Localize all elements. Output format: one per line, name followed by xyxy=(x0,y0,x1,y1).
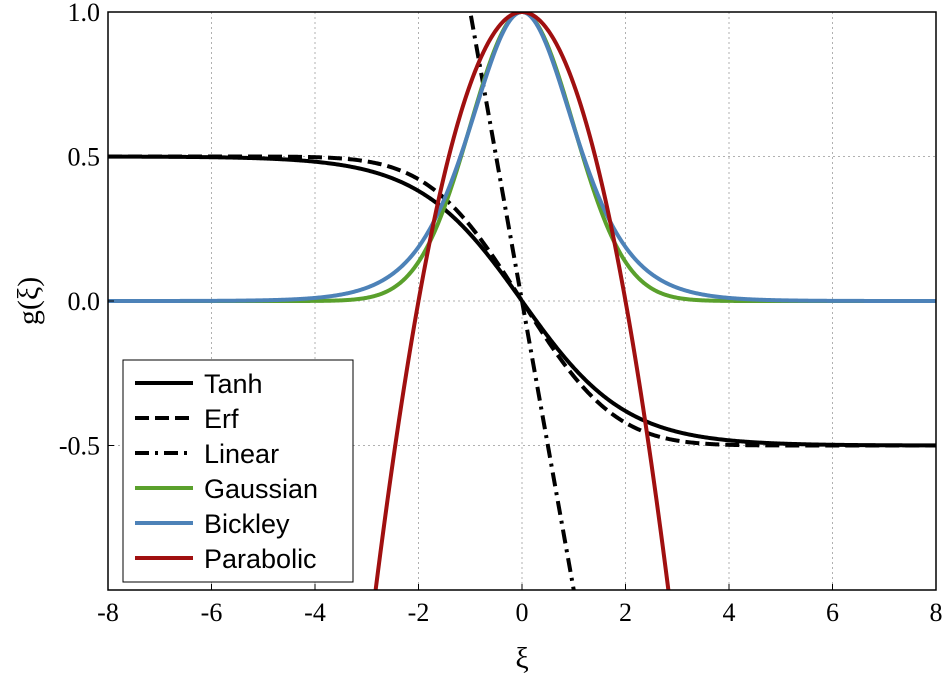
legend-label-erf: Erf xyxy=(204,404,239,434)
legend-label-parabolic: Parabolic xyxy=(204,544,317,574)
legend-label-linear: Linear xyxy=(204,439,279,469)
legend: Tanh Erf Linear Gaussian Bickley Parabolic xyxy=(122,359,354,583)
y-tick-labels: -0.5 0.0 0.5 1.0 xyxy=(59,0,114,461)
y-tick-label: -0.5 xyxy=(59,432,100,461)
x-tick-label: 2 xyxy=(619,598,632,627)
y-tick-label: 1.0 xyxy=(68,0,101,27)
x-axis-label: ξ xyxy=(515,642,528,673)
x-tick-labels: -8 -6 -4 -2 0 2 4 6 8 xyxy=(97,584,943,627)
series-line-bickley xyxy=(108,12,936,303)
x-tick-label: -8 xyxy=(97,598,119,627)
legend-label-gaussian: Gaussian xyxy=(204,474,318,504)
x-tick-label: -6 xyxy=(201,598,223,627)
y-tick-label: 0.0 xyxy=(68,287,101,316)
x-tick-label: -4 xyxy=(304,598,326,627)
y-axis-label: g(ξ) xyxy=(12,277,45,325)
x-tick-label: 4 xyxy=(723,598,736,627)
x-tick-label: -2 xyxy=(408,598,430,627)
x-tick-label: 8 xyxy=(930,598,943,627)
series-line-erf xyxy=(108,154,936,448)
x-tick-label: 0 xyxy=(516,598,529,627)
legend-label-tanh: Tanh xyxy=(204,369,263,399)
series-group xyxy=(108,12,936,590)
legend-label-bickley: Bickley xyxy=(204,509,290,539)
x-tick-label: 6 xyxy=(826,598,839,627)
legend-box xyxy=(122,359,354,583)
y-tick-label: 0.5 xyxy=(68,143,101,172)
